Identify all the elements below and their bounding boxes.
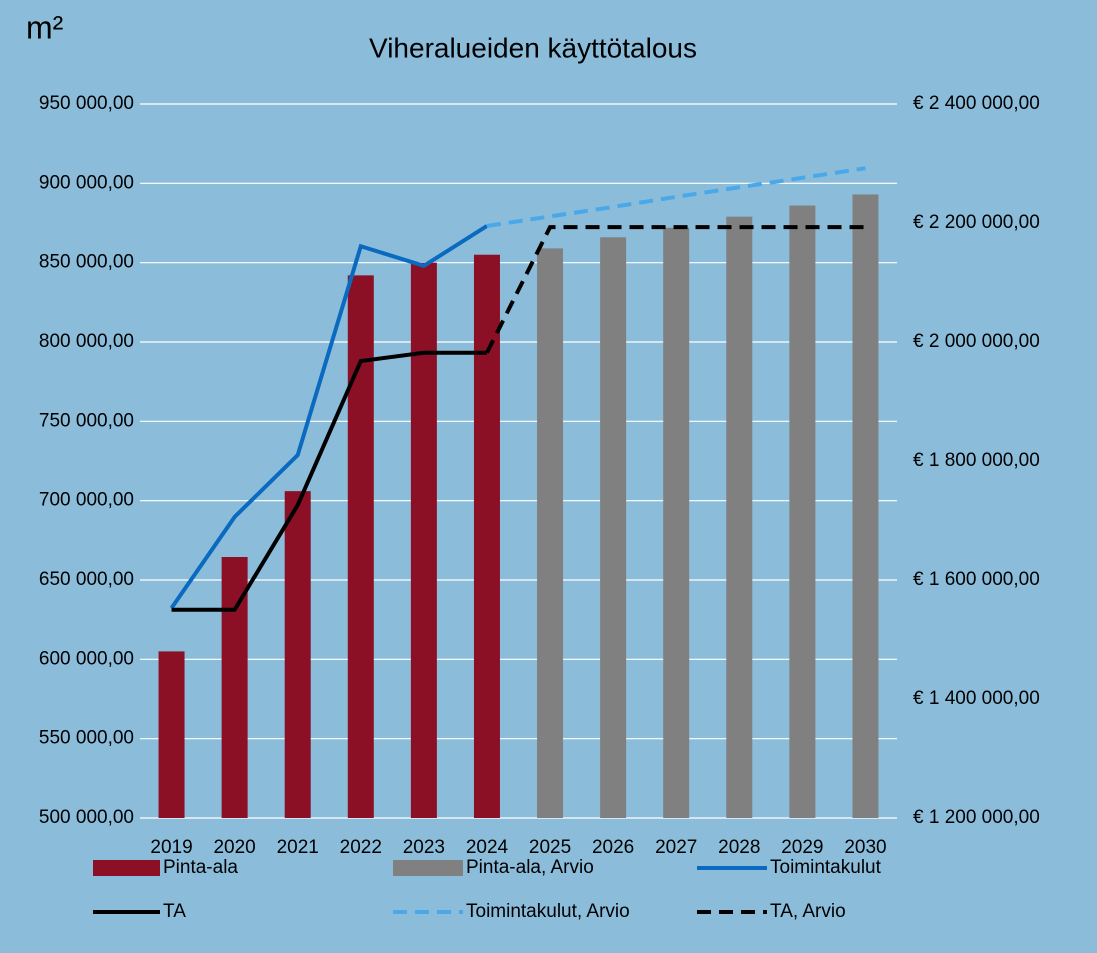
x-tick-label: 2028 — [718, 837, 760, 858]
y2-tick-label: € 1 400 000,00 — [913, 688, 1040, 709]
line — [485, 225, 866, 354]
bar — [410, 262, 437, 819]
x-tick-label: 2030 — [844, 837, 886, 858]
bar — [852, 194, 879, 818]
y-tick-label: 800 000,00 — [39, 331, 134, 352]
legend-label: TA — [163, 901, 186, 922]
bar — [537, 248, 564, 819]
legend-label: TA, Arvio — [770, 901, 846, 922]
bar — [473, 254, 500, 818]
y-axis-unit: m² — [26, 9, 64, 45]
y-tick-label: 950 000,00 — [39, 93, 134, 114]
legend-swatch — [393, 860, 463, 876]
x-tick-label: 2021 — [277, 837, 319, 858]
bar — [726, 216, 753, 819]
y2-tick-label: € 1 800 000,00 — [913, 450, 1040, 471]
bar — [158, 651, 185, 818]
line — [171, 350, 487, 612]
x-tick-label: 2019 — [150, 837, 192, 858]
y2-tick-label: € 2 000 000,00 — [913, 331, 1040, 352]
bar — [284, 491, 311, 818]
x-tick-label: 2023 — [403, 837, 445, 858]
x-tick-label: 2020 — [213, 837, 255, 858]
x-tick-label: 2024 — [466, 837, 509, 858]
line — [169, 224, 489, 610]
y-tick-label: 900 000,00 — [39, 172, 134, 193]
bar — [789, 205, 816, 819]
y2-tick-label: € 2 400 000,00 — [913, 93, 1040, 114]
y2-tick-label: € 1 200 000,00 — [913, 807, 1040, 828]
legend-label: Pinta-ala, Arvio — [466, 857, 594, 878]
y-tick-label: 650 000,00 — [39, 569, 134, 590]
x-tick-label: 2029 — [781, 837, 823, 858]
bar — [347, 275, 374, 818]
y-tick-label: 850 000,00 — [39, 252, 134, 273]
y-tick-label: 500 000,00 — [39, 807, 134, 828]
bar — [221, 556, 248, 818]
y2-tick-label: € 1 600 000,00 — [913, 569, 1040, 590]
x-tick-label: 2027 — [655, 837, 697, 858]
x-tick-label: 2026 — [592, 837, 634, 858]
y-tick-label: 550 000,00 — [39, 728, 134, 749]
line — [486, 166, 866, 228]
bar — [600, 237, 627, 818]
bar — [663, 227, 690, 818]
legend-label: Pinta-ala — [163, 857, 238, 878]
y-tick-label: 750 000,00 — [39, 410, 134, 431]
chart-title: Viheralueiden käyttötalous — [369, 32, 697, 63]
y2-tick-label: € 2 200 000,00 — [913, 212, 1040, 233]
legend-label: Toimintakulut — [770, 857, 882, 878]
x-tick-label: 2025 — [529, 837, 571, 858]
legend-label: Toimintakulut, Arvio — [466, 901, 630, 922]
y-tick-label: 600 000,00 — [39, 648, 134, 669]
y-tick-label: 700 000,00 — [39, 490, 134, 511]
legend-swatch — [93, 860, 160, 876]
x-tick-label: 2022 — [340, 837, 382, 858]
